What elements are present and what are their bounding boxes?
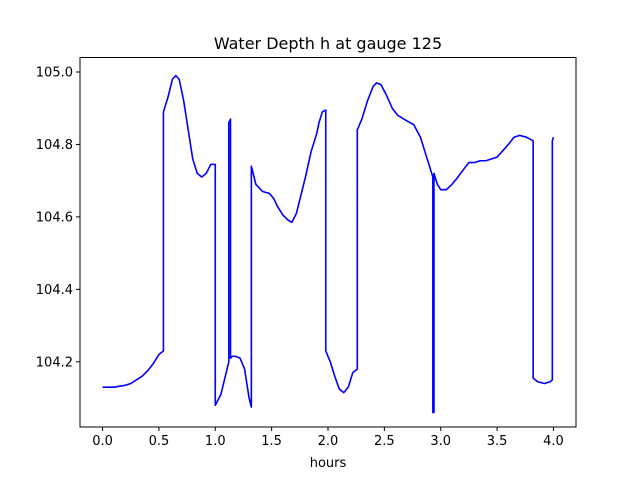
y-tick-label: 104.2 [36,355,73,370]
x-tick-label: 4.0 [543,434,564,449]
x-tick-label: 2.5 [374,434,395,449]
x-tick-label: 3.0 [430,434,451,449]
x-axis: 0.0 0.5 1.0 1.5 2.0 2.5 3.0 3.5 4.0 [92,427,564,449]
x-tick-label: 2.0 [318,434,339,449]
y-tick-label: 104.8 [36,138,73,153]
y-axis: 104.2 104.4 104.6 104.8 105.0 [36,65,80,370]
chart-title: Water Depth h at gauge 125 [214,34,442,53]
y-tick-label: 104.6 [36,210,73,225]
series-line-1 [102,74,555,414]
plot-area [102,74,555,414]
plot-frame [79,57,577,428]
x-tick-label: 0.5 [149,434,170,449]
y-tick-label: 105.0 [36,65,73,80]
x-tick-label: 3.5 [487,434,508,449]
x-tick-label: 0.0 [92,434,113,449]
x-tick-label: 1.0 [205,434,226,449]
x-tick-label: 1.5 [261,434,282,449]
x-axis-label: hours [310,456,347,471]
y-tick-label: 104.4 [36,283,73,298]
